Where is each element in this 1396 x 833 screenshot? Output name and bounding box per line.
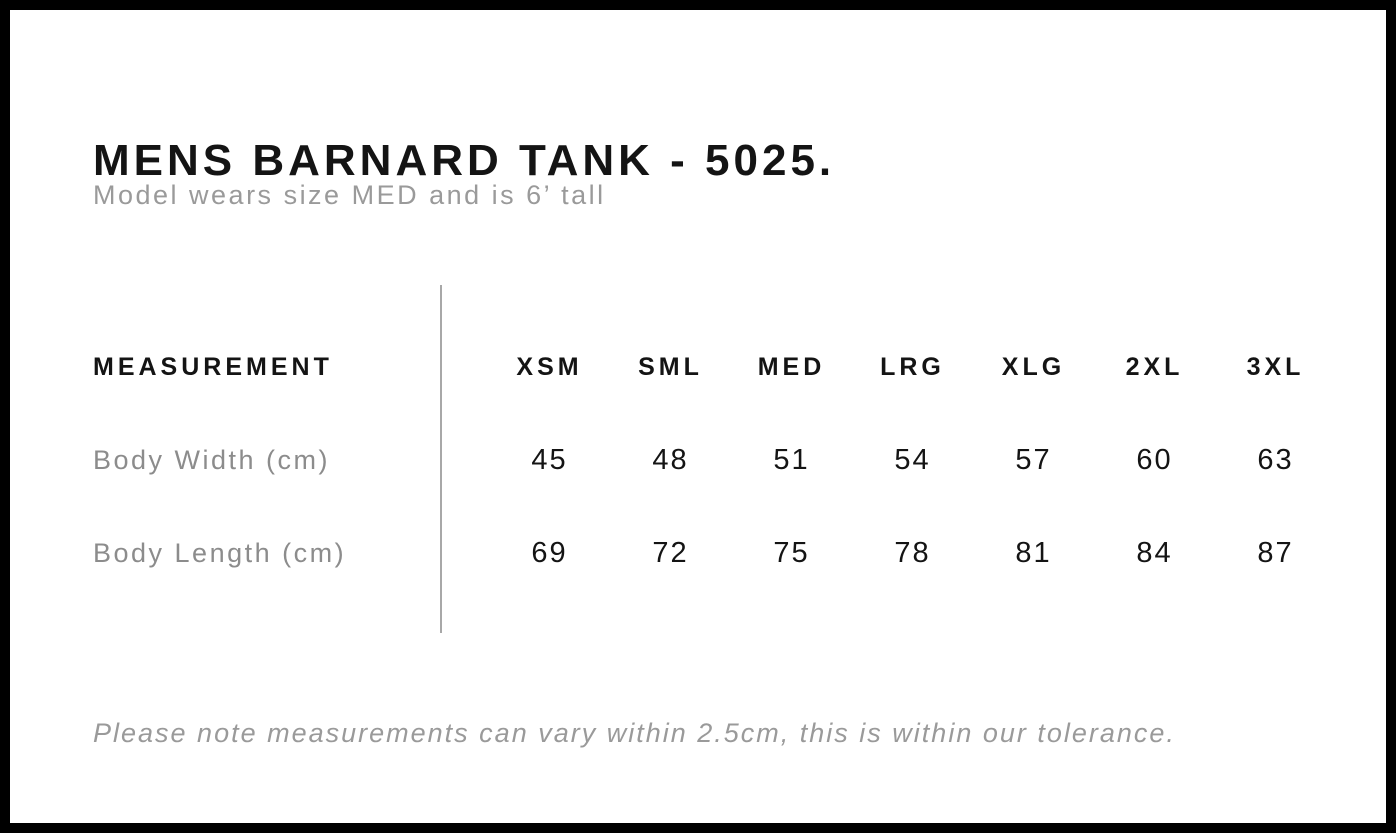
size-chart-table: MEASUREMENT XSM SML MED LRG XLG 2XL 3XL …: [93, 321, 1336, 600]
body-width-value-3xl: 63: [1257, 444, 1294, 476]
body-length-value-3xl: 87: [1257, 537, 1294, 569]
body-length-value-lrg: 78: [894, 537, 931, 569]
size-column-header-xlg: XLG: [1001, 353, 1066, 381]
size-column-header-xsm: XSM: [516, 353, 583, 381]
tolerance-note: Please note measurements can vary within…: [93, 718, 1176, 748]
body-length-value-xsm: 69: [531, 537, 568, 569]
body-width-value-xsm: 45: [531, 444, 568, 476]
size-column-header-2xl: 2XL: [1125, 353, 1184, 381]
size-column-header-sml: SML: [638, 353, 703, 381]
body-width-value-med: 51: [773, 444, 810, 476]
size-column-header-lrg: LRG: [880, 353, 945, 381]
body-width-value-2xl: 60: [1136, 444, 1173, 476]
model-size-subtitle: Model wears size MED and is 6’ tall: [93, 180, 606, 210]
row-label-body-length: Body Length (cm): [93, 538, 347, 568]
size-column-header-3xl: 3XL: [1246, 353, 1305, 381]
body-width-value-lrg: 54: [894, 444, 931, 476]
body-width-value-xlg: 57: [1015, 444, 1052, 476]
vertical-divider: [440, 285, 442, 633]
body-length-value-2xl: 84: [1136, 537, 1173, 569]
page-title: MENS BARNARD TANK - 5025.: [93, 136, 836, 186]
body-length-value-xlg: 81: [1015, 537, 1052, 569]
row-label-body-width: Body Width (cm): [93, 445, 331, 475]
body-width-value-sml: 48: [652, 444, 689, 476]
body-length-value-sml: 72: [652, 537, 689, 569]
measurement-column-header: MEASUREMENT: [93, 353, 333, 381]
body-length-value-med: 75: [773, 537, 810, 569]
size-column-header-med: MED: [757, 353, 826, 381]
